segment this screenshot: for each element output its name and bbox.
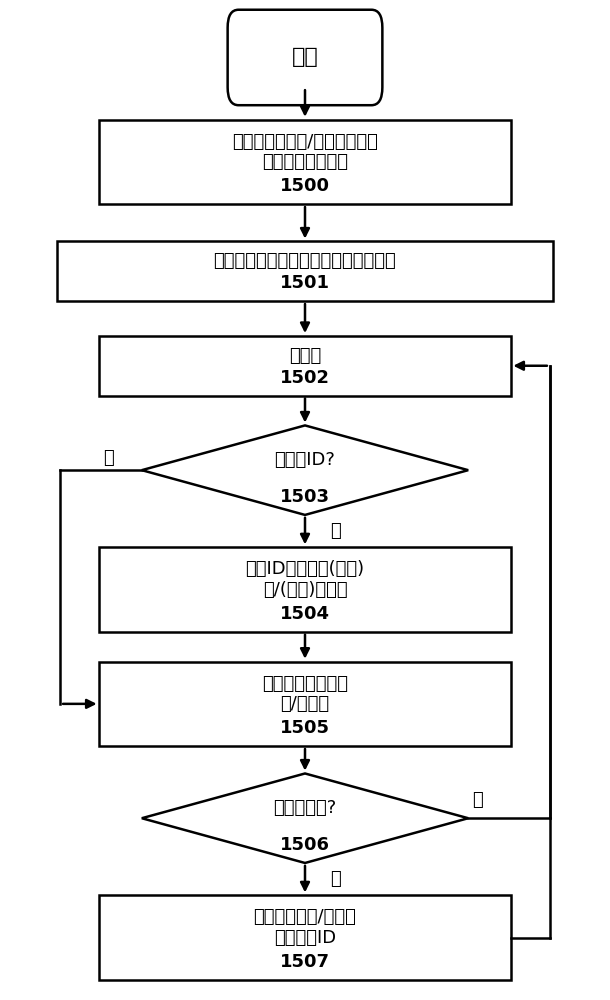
- Text: 新中断: 新中断: [289, 347, 321, 365]
- Text: 1506: 1506: [280, 836, 330, 854]
- FancyBboxPatch shape: [228, 10, 382, 105]
- Bar: [99, 662, 511, 746]
- Text: 是: 是: [330, 522, 340, 540]
- Text: 1507: 1507: [280, 953, 330, 971]
- Text: 1505: 1505: [280, 719, 330, 737]
- Bar: [57, 241, 553, 301]
- Text: 否: 否: [103, 449, 114, 467]
- Text: 将中断发送给指定
核/处理器: 将中断发送给指定 核/处理器: [262, 675, 348, 713]
- Polygon shape: [142, 773, 468, 863]
- Text: 1504: 1504: [280, 605, 330, 623]
- Text: 1503: 1503: [280, 488, 330, 506]
- Text: 将所有中断全部或者子集分配给中断域: 将所有中断全部或者子集分配给中断域: [214, 252, 396, 270]
- Text: 依照事件将核/处理器
再分配给ID: 依照事件将核/处理器 再分配给ID: [254, 908, 356, 947]
- Text: 将一个或多个核/处理器分配给
每一个指定中断域: 将一个或多个核/处理器分配给 每一个指定中断域: [232, 133, 378, 171]
- Text: 否: 否: [472, 791, 483, 809]
- Polygon shape: [142, 425, 468, 515]
- Text: 开始: 开始: [292, 47, 318, 67]
- Bar: [99, 336, 511, 396]
- Text: 分配给ID?: 分配给ID?: [274, 451, 336, 469]
- Bar: [99, 895, 511, 980]
- Text: 是: 是: [330, 870, 340, 888]
- Text: 基于ID配置标识(多个)
核/(多个)处理器: 基于ID配置标识(多个) 核/(多个)处理器: [245, 560, 365, 599]
- Text: 再分配事件?: 再分配事件?: [273, 799, 337, 817]
- Bar: [99, 120, 511, 204]
- Text: 1502: 1502: [280, 369, 330, 387]
- Text: 1501: 1501: [280, 274, 330, 292]
- Bar: [99, 547, 511, 632]
- Text: 1500: 1500: [280, 177, 330, 195]
